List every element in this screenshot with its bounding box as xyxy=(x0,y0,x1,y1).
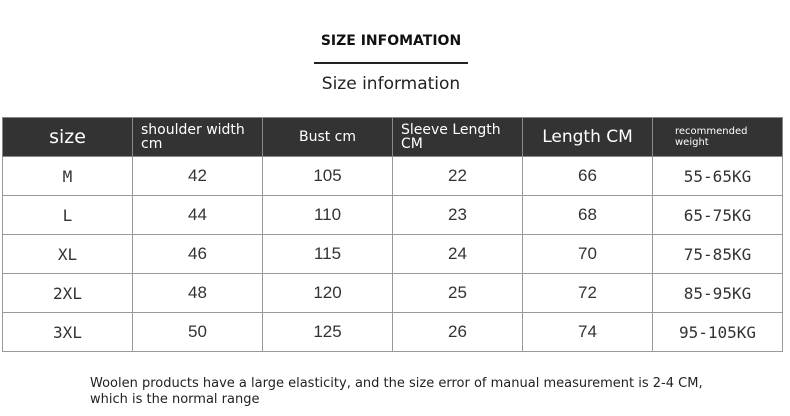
cell-sleeve-length: 25 xyxy=(392,273,523,313)
cell-recommended-weight: 55-65KG xyxy=(652,156,783,196)
header-shoulder-width: shoulder width cm xyxy=(132,117,263,157)
cell-recommended-weight: 95-105KG xyxy=(652,312,783,352)
cell-shoulder-width: 50 xyxy=(132,312,263,352)
cell-size: 3XL xyxy=(2,312,133,352)
cell-bust: 120 xyxy=(262,273,393,313)
cell-size: 2XL xyxy=(2,273,133,313)
cell-size: L xyxy=(2,195,133,235)
cell-length: 72 xyxy=(522,273,653,313)
page-title: SIZE INFOMATION xyxy=(320,33,462,49)
table-row: XL 46 115 24 70 75-85KG xyxy=(2,234,783,274)
table-row: L 44 110 23 68 65-75KG xyxy=(2,195,783,235)
cell-shoulder-width: 44 xyxy=(132,195,263,235)
cell-recommended-weight: 75-85KG xyxy=(652,234,783,274)
header-size: size xyxy=(2,117,133,157)
cell-size: M xyxy=(2,156,133,196)
cell-bust: 110 xyxy=(262,195,393,235)
cell-sleeve-length: 22 xyxy=(392,156,523,196)
size-table: size shoulder width cm Bust cm Sleeve Le… xyxy=(2,117,783,352)
page-subtitle: Size information xyxy=(321,74,461,94)
table-header-row: size shoulder width cm Bust cm Sleeve Le… xyxy=(2,117,783,157)
header-recommended-weight: recommended weight xyxy=(652,117,783,157)
table-row: M 42 105 22 66 55-65KG xyxy=(2,156,783,196)
cell-size: XL xyxy=(2,234,133,274)
header-sleeve-length: Sleeve Length CM xyxy=(392,117,523,157)
table-row: 3XL 50 125 26 74 95-105KG xyxy=(2,312,783,352)
cell-sleeve-length: 24 xyxy=(392,234,523,274)
cell-length: 68 xyxy=(522,195,653,235)
cell-shoulder-width: 48 xyxy=(132,273,263,313)
header-length: Length CM xyxy=(522,117,653,157)
cell-recommended-weight: 85-95KG xyxy=(652,273,783,313)
header-bust: Bust cm xyxy=(262,117,393,157)
cell-shoulder-width: 46 xyxy=(132,234,263,274)
cell-recommended-weight: 65-75KG xyxy=(652,195,783,235)
cell-sleeve-length: 23 xyxy=(392,195,523,235)
cell-length: 74 xyxy=(522,312,653,352)
measurement-note: Woolen products have a large elasticity,… xyxy=(90,376,703,407)
cell-length: 70 xyxy=(522,234,653,274)
cell-bust: 115 xyxy=(262,234,393,274)
table-row: 2XL 48 120 25 72 85-95KG xyxy=(2,273,783,313)
cell-sleeve-length: 26 xyxy=(392,312,523,352)
cell-bust: 105 xyxy=(262,156,393,196)
cell-shoulder-width: 42 xyxy=(132,156,263,196)
cell-length: 66 xyxy=(522,156,653,196)
cell-bust: 125 xyxy=(262,312,393,352)
title-divider xyxy=(314,62,468,64)
